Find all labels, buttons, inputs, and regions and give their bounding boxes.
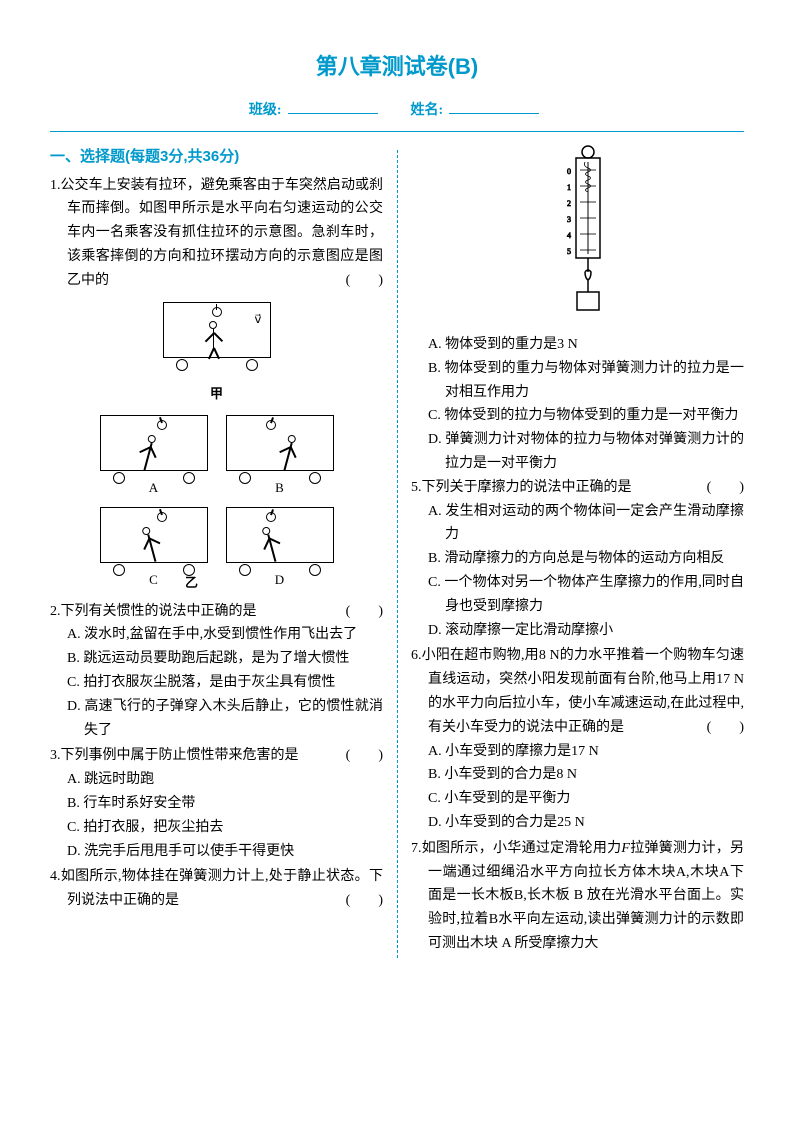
q2: 2.下列有关惯性的说法中正确的是( ) A. 泼水时,盆留在手中,水受到惯性作用… xyxy=(50,600,383,743)
column-divider xyxy=(397,150,398,958)
q2-opt-a: A. 泼水时,盆留在手中,水受到惯性作用飞出去了 xyxy=(50,623,383,647)
wheel-icon xyxy=(309,564,321,576)
q5-opt-b: B. 滑动摩擦力的方向总是与物体的运动方向相反 xyxy=(411,547,744,571)
wheel-icon xyxy=(239,564,251,576)
q5-paren: ( ) xyxy=(724,476,744,500)
bus-a: A xyxy=(100,415,208,471)
q5-opt-c: C. 一个物体对另一个物体产生摩擦力的作用,同时自身也受到摩擦力 xyxy=(411,571,744,619)
q3-opt-c: C. 拍打衣服，把灰尘拍去 xyxy=(50,816,383,840)
q6-opt-a: A. 小车受到的摩擦力是17 N xyxy=(411,740,744,764)
q3-opt-a: A. 跳远时助跑 xyxy=(50,768,383,792)
q1: 1.公交车上安装有拉环，避免乘客由于车突然启动或刹车而摔倒。如图甲所示是水平向右… xyxy=(50,174,383,293)
name-blank[interactable] xyxy=(449,113,539,114)
q6-opt-b: B. 小车受到的合力是8 N xyxy=(411,763,744,787)
wheel-icon xyxy=(309,472,321,484)
q6-paren: ( ) xyxy=(724,716,744,740)
spring-scale-icon: 0 1 2 3 4 5 xyxy=(563,144,613,314)
bus-c: C xyxy=(100,507,208,563)
class-blank[interactable] xyxy=(288,113,378,114)
q6-opt-c: C. 小车受到的是平衡力 xyxy=(411,787,744,811)
svg-text:5: 5 xyxy=(567,247,571,256)
left-column: 一、选择题(每题3分,共36分) 1.公交车上安装有拉环，避免乘客由于车突然启动… xyxy=(50,144,397,958)
arrow-label: v⃗ xyxy=(254,309,261,329)
bus-d: D xyxy=(226,507,334,563)
opt-c-label: C xyxy=(149,569,158,591)
q4-opt-c: C. 物体受到的拉力与物体受到的重力是一对平衡力 xyxy=(411,404,744,428)
q4: 4.如图所示,物体挂在弹簧测力计上,处于静止状态。下列说法中正确的是( ) xyxy=(50,865,383,913)
q3: 3.下列事例中属于防止惯性带来危害的是( ) A. 跳远时助跑 B. 行车时系好… xyxy=(50,744,383,863)
ring-icon xyxy=(266,420,276,430)
name-label: 姓名: xyxy=(411,103,444,118)
q5: 5.下列关于摩擦力的说法中正确的是( ) A. 发生相对运动的两个物体间一定会产… xyxy=(411,476,744,643)
q3-opt-d: D. 洗完手后甩甩手可以使手干得更快 xyxy=(50,840,383,864)
q4-opt-d: D. 弹簧测力计对物体的拉力与物体对弹簧测力计的拉力是一对平衡力 xyxy=(411,428,744,476)
ring-icon xyxy=(157,420,167,430)
q1-fig-jia: v⃗ 甲 xyxy=(50,299,383,406)
section-1-title: 一、选择题(每题3分,共36分) xyxy=(50,144,383,170)
q6-opt-d: D. 小车受到的合力是25 N xyxy=(411,811,744,835)
q1-text: 1.公交车上安装有拉环，避免乘客由于车突然启动或刹车而摔倒。如图甲所示是水平向右… xyxy=(50,174,383,293)
svg-text:2: 2 xyxy=(567,199,571,208)
q2-opt-c: C. 拍打衣服灰尘脱落，是由于灰尘具有惯性 xyxy=(50,671,383,695)
ring-icon xyxy=(157,512,167,522)
q5-opt-a: A. 发生相对运动的两个物体间一定会产生滑动摩擦力 xyxy=(411,500,744,548)
svg-text:3: 3 xyxy=(567,215,571,224)
ring-icon xyxy=(212,307,222,317)
q4-opt-b: B. 物体受到的重力与物体对弹簧测力计的拉力是一对相互作用力 xyxy=(411,357,744,405)
bus-b: B xyxy=(226,415,334,471)
divider xyxy=(50,131,744,132)
svg-text:0: 0 xyxy=(567,167,571,176)
spring-scale-figure: 0 1 2 3 4 5 xyxy=(431,144,744,323)
q3-text: 3.下列事例中属于防止惯性带来危害的是( ) xyxy=(50,744,383,768)
q1-fig-cd: C D xyxy=(50,504,383,566)
svg-text:4: 4 xyxy=(567,231,571,240)
q4-opt-a: A. 物体受到的重力是3 N xyxy=(411,333,744,357)
q5-text: 5.下列关于摩擦力的说法中正确的是( ) xyxy=(411,476,744,500)
wheel-icon xyxy=(246,359,258,371)
q7-f: F xyxy=(621,841,630,856)
opt-a-label: A xyxy=(149,477,158,499)
wheel-icon xyxy=(239,472,251,484)
q6: 6.小阳在超市购物,用8 N的力水平推着一个购物车匀速直线运动，突然小阳发现前面… xyxy=(411,644,744,834)
q1-paren: ( ) xyxy=(363,269,383,293)
wheel-icon xyxy=(113,564,125,576)
q6-text: 6.小阳在超市购物,用8 N的力水平推着一个购物车匀速直线运动，突然小阳发现前面… xyxy=(411,644,744,739)
svg-text:1: 1 xyxy=(567,183,571,192)
q7-text: 7.如图所示，小华通过定滑轮用力F拉弹簧测力计，另一端通过细绳沿水平方向拉长方体… xyxy=(411,837,744,956)
wheel-icon xyxy=(176,359,188,371)
q4-text: 4.如图所示,物体挂在弹簧测力计上,处于静止状态。下列说法中正确的是( ) xyxy=(50,865,383,913)
q7: 7.如图所示，小华通过定滑轮用力F拉弹簧测力计，另一端通过细绳沿水平方向拉长方体… xyxy=(411,837,744,956)
right-column: 0 1 2 3 4 5 A. 物体受到的重力是3 N B. 物体受到的重力与物体… xyxy=(397,144,744,958)
q5-opt-d: D. 滚动摩擦一定比滑动摩擦小 xyxy=(411,619,744,643)
q7-p2: 拉弹簧测力计，另一端通过细绳沿水平方向拉长方体木块A,木块A下面是一长木板B,长… xyxy=(428,841,744,951)
wheel-icon xyxy=(183,472,195,484)
q2-opt-d: D. 高速飞行的子弹穿入木头后静止，它的惯性就消失了 xyxy=(50,695,383,743)
q2-paren: ( ) xyxy=(363,600,383,624)
q1-fig-ab: A B xyxy=(50,412,383,474)
q4-paren: ( ) xyxy=(363,889,383,913)
header-line: 班级: 姓名: xyxy=(50,99,744,123)
opt-b-label: B xyxy=(275,477,284,499)
q3-paren: ( ) xyxy=(363,744,383,768)
opt-d-label: D xyxy=(275,569,284,591)
wheel-icon xyxy=(113,472,125,484)
q3-opt-b: B. 行车时系好安全带 xyxy=(50,792,383,816)
content-columns: 一、选择题(每题3分,共36分) 1.公交车上安装有拉环，避免乘客由于车突然启动… xyxy=(50,144,744,958)
q7-p1: 如图所示，小华通过定滑轮用力 xyxy=(422,841,622,856)
class-label: 班级: xyxy=(249,103,282,118)
q2-opt-b: B. 跳远运动员要助跑后起跳，是为了增大惯性 xyxy=(50,647,383,671)
q2-text: 2.下列有关惯性的说法中正确的是( ) xyxy=(50,600,383,624)
ring-icon xyxy=(266,512,276,522)
jia-label: 甲 xyxy=(50,383,383,405)
page-title: 第八章测试卷(B) xyxy=(50,48,744,85)
wheel-icon xyxy=(183,564,195,576)
bus-jia: v⃗ xyxy=(163,302,271,358)
